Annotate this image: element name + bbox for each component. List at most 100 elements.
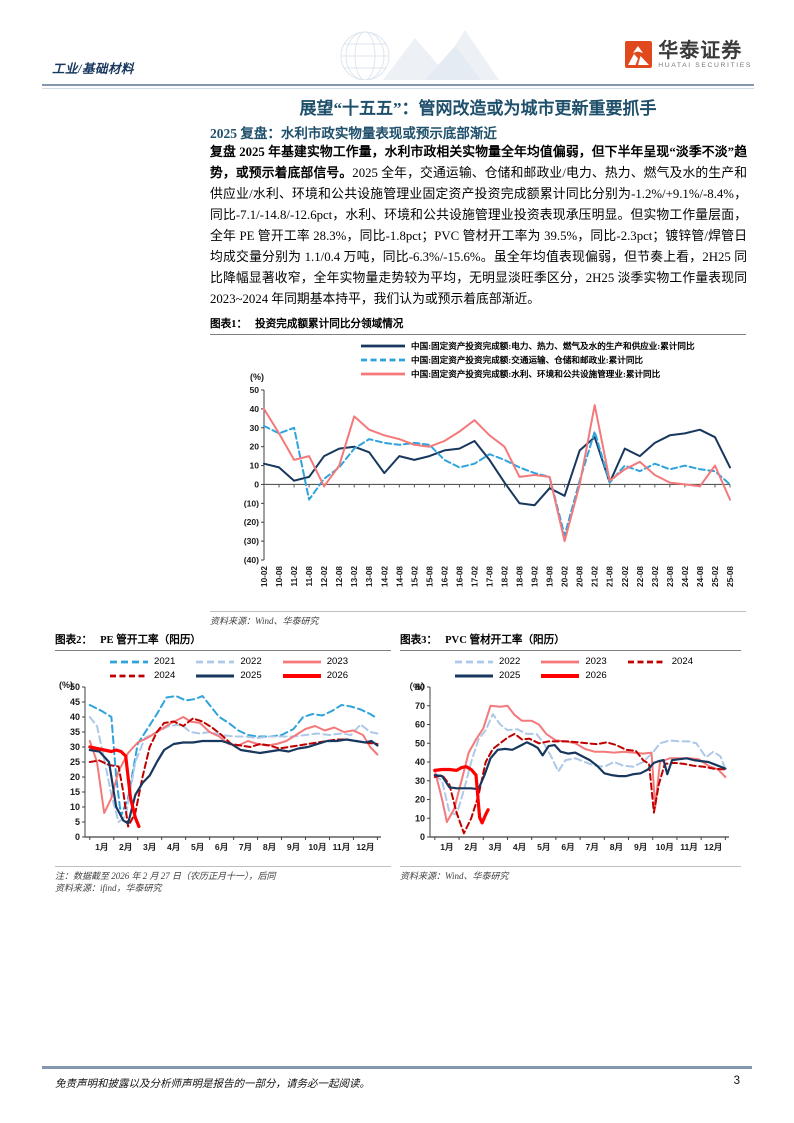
svg-text:30: 30	[70, 742, 80, 752]
huatai-logo: 华泰证券 HUATAI SECURITIES	[625, 40, 752, 69]
svg-text:40: 40	[415, 757, 425, 767]
svg-text:10: 10	[415, 813, 425, 823]
svg-text:22-02: 22-02	[621, 566, 630, 587]
source-divider	[400, 866, 741, 867]
svg-text:15-08: 15-08	[425, 566, 434, 587]
pe-pipe-chart: 0 5 10 15 20 25 30 35 40 45 50 1月 2月 3月 4月 5月 6月 7月 8月 9月 10…	[70, 682, 381, 852]
legend-line-sample	[455, 660, 493, 663]
body-lead-bold: 复盘 2025 年基建实物工作量，水利市政相关实物量全年均值偏弱，但下半年呈现“…	[210, 145, 747, 180]
svg-text:45: 45	[70, 697, 80, 707]
legend-line-sample	[282, 660, 321, 663]
source-divider	[55, 866, 391, 867]
svg-text:15: 15	[70, 787, 80, 797]
svg-text:18-08: 18-08	[516, 566, 525, 587]
legend-label: 2022	[240, 656, 262, 667]
legend-item: 中国:固定资产投资完成额:交通运输、仓储和邮政业:累计同比	[360, 354, 746, 366]
svg-text:30: 30	[415, 776, 425, 786]
svg-text:2月: 2月	[119, 842, 132, 852]
svg-text:2月: 2月	[464, 842, 477, 852]
svg-text:35: 35	[70, 727, 80, 737]
figure-pe-pipe: 图表2： PE 管开工率（阳历） (%) 2021 2022 2023 2024 2025…	[55, 632, 391, 894]
investment-line-chart: (40) (30) (20) (10) 0 10 20 30 40 50 10-02 10-08 11-…	[244, 385, 735, 587]
section-heading: 2025 复盘：水利市政实物量表现或预示底部渐近	[210, 126, 497, 141]
report-category: 工业/基础材料	[52, 62, 134, 76]
legend-label: 中国:固定资产投资完成额:交通运输、仓储和邮政业:累计同比	[411, 355, 644, 365]
svg-text:9月: 9月	[634, 842, 647, 852]
svg-text:5月: 5月	[537, 842, 550, 852]
y-axis-unit: (%)	[59, 680, 73, 690]
svg-text:12月: 12月	[704, 842, 722, 852]
svg-text:9月: 9月	[287, 842, 300, 852]
svg-text:7月: 7月	[239, 842, 252, 852]
header-divider	[42, 84, 754, 89]
svg-text:60: 60	[415, 720, 425, 730]
svg-text:1月: 1月	[440, 842, 453, 852]
legend-item: 2022	[454, 656, 520, 667]
svg-text:24-02: 24-02	[681, 566, 690, 587]
legend-line-sample	[361, 372, 405, 376]
svg-text:21-02: 21-02	[591, 566, 600, 587]
figure-title: 图表1： 投资完成额累计同比分领域情况	[210, 316, 746, 335]
figure-name: PE 管开工率（阳历）	[100, 635, 202, 646]
svg-text:19-02: 19-02	[531, 566, 540, 587]
logo-cn: 华泰证券	[658, 40, 743, 62]
svg-text:15-02: 15-02	[410, 566, 419, 587]
svg-text:14-08: 14-08	[395, 566, 404, 587]
svg-text:80: 80	[415, 682, 425, 692]
source-divider	[210, 611, 746, 612]
svg-text:50: 50	[70, 682, 80, 692]
svg-text:5月: 5月	[191, 842, 204, 852]
figure-title: 图表3： PVC 管材开工率（阳历）	[400, 632, 741, 651]
legend-label: 2024	[154, 670, 176, 681]
legend-item: 2022	[195, 656, 262, 667]
svg-text:20: 20	[249, 442, 259, 452]
legend-item: 2024	[627, 656, 693, 667]
line-series-2022	[433, 713, 727, 816]
source-note: 资料来源：Wind、华泰研究	[210, 616, 319, 626]
legend-label: 2022	[499, 656, 521, 667]
svg-text:11月: 11月	[680, 842, 698, 852]
logo-text: 华泰证券 HUATAI SECURITIES	[658, 40, 752, 69]
svg-text:40: 40	[70, 712, 80, 722]
svg-text:25-02: 25-02	[711, 566, 720, 587]
svg-text:6月: 6月	[215, 842, 228, 852]
legend-item: 2025	[454, 670, 520, 681]
svg-text:30: 30	[249, 423, 259, 433]
svg-text:25-08: 25-08	[726, 566, 735, 587]
svg-text:7月: 7月	[586, 842, 599, 852]
footer-divider	[42, 1066, 752, 1069]
svg-text:10月: 10月	[308, 842, 326, 852]
figure-title: 图表2： PE 管开工率（阳历）	[55, 632, 391, 651]
svg-text:0: 0	[254, 479, 259, 489]
svg-text:17-08: 17-08	[485, 566, 494, 587]
svg-text:22-08: 22-08	[636, 566, 645, 587]
line-series-中国:固定资产投资完成额:水利、环境和公共设施管理业:累计同比	[263, 404, 731, 543]
figure-label: 图表2：	[55, 635, 93, 646]
svg-text:11-02: 11-02	[290, 566, 299, 587]
y-axis-unit: （%）	[404, 682, 431, 692]
line-series-2021	[88, 695, 379, 817]
legend-item: 2021	[109, 656, 175, 667]
svg-text:11月: 11月	[333, 842, 351, 852]
figure-name: PVC 管材开工率（阳历）	[445, 635, 565, 646]
legend-line-sample	[541, 673, 580, 678]
svg-text:23-08: 23-08	[666, 566, 675, 587]
legend-line-sample	[196, 674, 235, 677]
svg-text:3月: 3月	[489, 842, 502, 852]
svg-text:4月: 4月	[167, 842, 180, 852]
svg-text:24-08: 24-08	[696, 566, 705, 587]
logo-en: HUATAI SECURITIES	[658, 62, 752, 69]
legend-item: 2023	[540, 656, 607, 667]
legend-item: 中国:固定资产投资完成额:水利、环境和公共设施管理业:累计同比	[360, 368, 746, 380]
svg-text:4月: 4月	[513, 842, 526, 852]
svg-text:50: 50	[415, 738, 425, 748]
figure-investment-growth: 图表1： 投资完成额累计同比分领域情况 (%) 中国:固定资产投资完成额:电力、热…	[210, 316, 746, 627]
line-series-2026	[433, 765, 490, 825]
legend-item: 2023	[282, 656, 348, 667]
svg-text:23-02: 23-02	[651, 566, 660, 587]
legend-line-sample	[110, 660, 148, 663]
legend-item: 2025	[195, 670, 262, 681]
source-note: 资料来源：Wind、华泰研究	[400, 871, 509, 881]
chart-area: (%) 2021 2022 2023 2024 2025 2026 0 5 10 15 20 25 3…	[55, 656, 391, 864]
